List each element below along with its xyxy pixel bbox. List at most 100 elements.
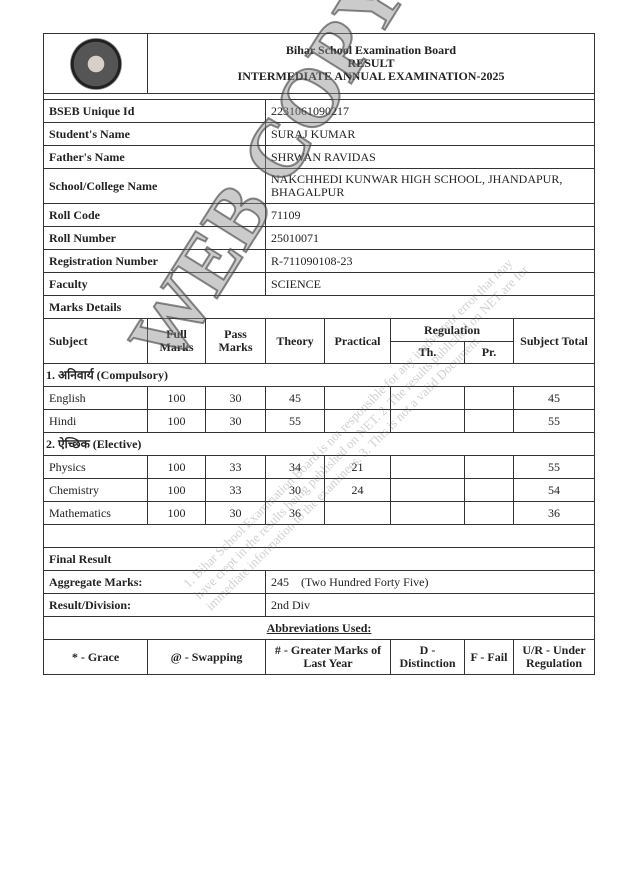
- subject-row: English 100 30 45 45: [43, 386, 595, 410]
- cell-th: [390, 478, 465, 502]
- detail-value: SURAJ KUMAR: [265, 122, 595, 146]
- cell-full: 100: [147, 478, 206, 502]
- cell-total: 55: [513, 455, 595, 479]
- abbr-fail: F - Fail: [464, 639, 514, 675]
- col-subject-total: Subject Total: [513, 318, 595, 364]
- group-label: 1. अनिवार्य (Compulsory): [43, 363, 595, 387]
- cell-pass: 33: [205, 478, 266, 502]
- cell-pr: [464, 501, 514, 525]
- cell-practical: 21: [324, 455, 391, 479]
- detail-row: Roll Code 71109: [43, 203, 595, 227]
- abbr-grace: * - Grace: [43, 639, 148, 675]
- cell-practical: [324, 501, 391, 525]
- exam-name: INTERMEDIATE ANNUAL EXAMINATION-2025: [237, 69, 505, 83]
- aggregate-value: 245 (Two Hundred Forty Five): [265, 570, 595, 594]
- detail-row: School/College Name NAKCHHEDI KUNWAR HIGH…: [43, 168, 595, 204]
- col-regulation: Regulation: [390, 318, 514, 342]
- cell-th: [390, 386, 465, 410]
- detail-value: 25010071: [265, 226, 595, 250]
- detail-row: Student's Name SURAJ KUMAR: [43, 122, 595, 146]
- col-full-marks: Full Marks: [147, 318, 206, 364]
- group-label: 2. ऐच्छिक (Elective): [43, 432, 595, 456]
- detail-row: Roll Number 25010071: [43, 226, 595, 250]
- cell-theory: 30: [265, 478, 325, 502]
- cell-pr: [464, 455, 514, 479]
- cell-theory: 45: [265, 386, 325, 410]
- detail-label: Roll Code: [43, 203, 266, 227]
- bseb-logo: [69, 37, 122, 90]
- board-name: Bihar School Examination Board: [285, 43, 457, 57]
- cell-theory: 36: [265, 501, 325, 525]
- final-result-title: Final Result: [43, 547, 595, 571]
- detail-row: Registration Number R-711090108-23: [43, 249, 595, 273]
- col-reg-th: Th.: [390, 341, 465, 364]
- marks-body: 1. अनिवार्य (Compulsory) English 100 30 45 45…: [43, 363, 595, 525]
- detail-label: Roll Number: [43, 226, 266, 250]
- cell-th: [390, 409, 465, 433]
- student-details: BSEB Unique Id 2231061090217 Student's Nam…: [43, 99, 595, 296]
- cell-total: 55: [513, 409, 595, 433]
- cell-practical: [324, 409, 391, 433]
- cell-total: 45: [513, 386, 595, 410]
- detail-row: Faculty SCIENCE: [43, 272, 595, 296]
- col-practical: Practical: [324, 318, 391, 364]
- cell-subject: Hindi: [43, 409, 148, 433]
- subject-row: Chemistry 100 33 30 24 54: [43, 478, 595, 502]
- detail-label: Father's Name: [43, 145, 266, 169]
- col-theory: Theory: [265, 318, 325, 364]
- cell-practical: 24: [324, 478, 391, 502]
- detail-label: School/College Name: [43, 168, 266, 204]
- cell-subject: Physics: [43, 455, 148, 479]
- cell-full: 100: [147, 409, 206, 433]
- cell-th: [390, 501, 465, 525]
- cell-theory: 34: [265, 455, 325, 479]
- abbr-greater-marks: # - Greater Marks of Last Year: [265, 639, 391, 675]
- aggregate-label: Aggregate Marks:: [43, 570, 266, 594]
- col-reg-pr: Pr.: [464, 341, 514, 364]
- header-title: Bihar School Examination Board RESULT IN…: [147, 33, 595, 94]
- cell-practical: [324, 386, 391, 410]
- cell-total: 36: [513, 501, 595, 525]
- division-value: 2nd Div: [265, 593, 595, 617]
- detail-label: Registration Number: [43, 249, 266, 273]
- detail-value: R-711090108-23: [265, 249, 595, 273]
- group-row: 1. अनिवार्य (Compulsory): [43, 363, 595, 387]
- cell-subject: Chemistry: [43, 478, 148, 502]
- detail-value: 2231061090217: [265, 99, 595, 123]
- cell-pass: 30: [205, 386, 266, 410]
- abbr-distinction: D - Distinction: [390, 639, 465, 675]
- cell-subject: Mathematics: [43, 501, 148, 525]
- subject-row: Physics 100 33 34 21 55: [43, 455, 595, 479]
- cell-pass: 30: [205, 501, 266, 525]
- division-label: Result/Division:: [43, 593, 266, 617]
- cell-pass: 33: [205, 455, 266, 479]
- abbr-swapping: @ - Swapping: [147, 639, 266, 675]
- detail-value: SHRWAN RAVIDAS: [265, 145, 595, 169]
- result-heading: RESULT: [347, 56, 395, 70]
- cell-total: 54: [513, 478, 595, 502]
- cell-full: 100: [147, 455, 206, 479]
- cell-pass: 30: [205, 409, 266, 433]
- detail-value: SCIENCE: [265, 272, 595, 296]
- cell-subject: English: [43, 386, 148, 410]
- detail-label: Faculty: [43, 272, 266, 296]
- cell-pr: [464, 409, 514, 433]
- marks-details-title: Marks Details: [43, 295, 595, 319]
- subject-row: Mathematics 100 30 36 36: [43, 501, 595, 525]
- cell-th: [390, 455, 465, 479]
- detail-value: NAKCHHEDI KUNWAR HIGH SCHOOL, JHANDAPUR,…: [265, 168, 595, 204]
- detail-row: Father's Name SHRWAN RAVIDAS: [43, 145, 595, 169]
- cell-pr: [464, 478, 514, 502]
- detail-label: Student's Name: [43, 122, 266, 146]
- cell-full: 100: [147, 386, 206, 410]
- abbr-under-regulation: U/R - Under Regulation: [513, 639, 595, 675]
- detail-row: BSEB Unique Id 2231061090217: [43, 99, 595, 123]
- abbreviations-title-text: Abbreviations Used:: [266, 620, 372, 635]
- detail-value: 71109: [265, 203, 595, 227]
- cell-theory: 55: [265, 409, 325, 433]
- result-table: Bihar School Examination Board RESULT IN…: [43, 33, 595, 675]
- cell-pr: [464, 386, 514, 410]
- col-pass-marks: Pass Marks: [205, 318, 266, 364]
- detail-label: BSEB Unique Id: [43, 99, 266, 123]
- col-subject: Subject: [43, 318, 148, 364]
